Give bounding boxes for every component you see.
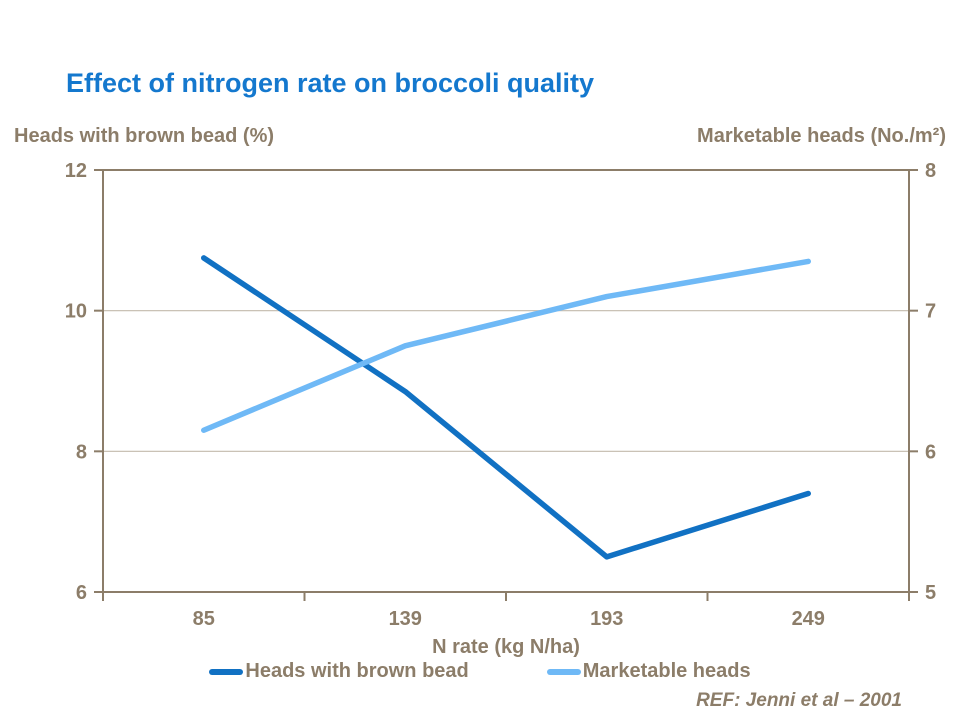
legend-label-brown-bead: Heads with brown bead xyxy=(245,660,469,682)
legend: Heads with brown bead Marketable heads xyxy=(0,660,960,683)
right-axis-title: Marketable heads (No./m²) xyxy=(697,125,946,147)
right-axis-tick-label: 7 xyxy=(925,301,936,323)
right-axis-tick-label: 8 xyxy=(925,160,936,182)
right-axis-tick-label: 6 xyxy=(925,441,936,463)
legend-item-marketable: Marketable heads xyxy=(546,660,751,683)
reference-citation: REF: Jenni et al – 2001 xyxy=(696,690,902,711)
x-axis-title: N rate (kg N/ha) xyxy=(432,636,580,658)
left-axis-title: Heads with brown bead (%) xyxy=(14,125,275,147)
right-axis-tick-label: 5 xyxy=(925,582,936,604)
left-axis-tick-label: 6 xyxy=(76,582,87,604)
chart-title: Effect of nitrogen rate on broccoli qual… xyxy=(66,68,595,98)
legend-item-brown-bead: Heads with brown bead xyxy=(209,660,469,683)
series-line-right xyxy=(201,258,811,433)
left-axis-tick-label: 8 xyxy=(76,441,87,463)
left-axis-tick-label: 10 xyxy=(65,301,87,323)
x-axis-category-label: 85 xyxy=(193,608,215,630)
left-axis-tick-label: 12 xyxy=(65,160,87,182)
plot-border xyxy=(102,169,910,593)
x-axis-category-label: 193 xyxy=(590,608,623,630)
series-line-left xyxy=(201,255,811,560)
legend-label-marketable: Marketable heads xyxy=(582,660,751,682)
x-axis-category-label: 249 xyxy=(792,608,825,630)
legend-swatch-brown-bead xyxy=(209,668,244,675)
legend-swatch-marketable xyxy=(546,668,581,675)
x-axis-category-label: 139 xyxy=(389,608,422,630)
